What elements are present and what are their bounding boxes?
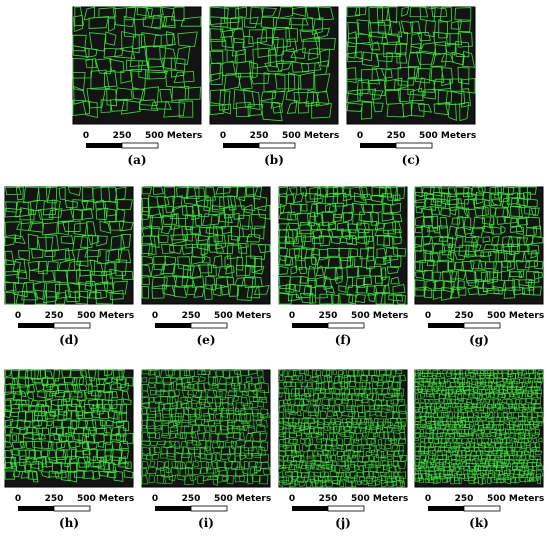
scale-label: 250 (387, 131, 406, 141)
panel-label: (d) (59, 333, 79, 347)
segment-boundaries (4, 369, 134, 483)
scale-label: 250 (113, 131, 132, 141)
segment-boundaries (414, 369, 544, 485)
scale-label: 250 (455, 494, 474, 504)
scale-bar-black (18, 506, 54, 511)
segment-boundaries (141, 369, 271, 486)
scale-bar-white (190, 322, 228, 329)
panel-label: (e) (197, 333, 216, 347)
panel-label: (f) (335, 333, 352, 347)
scale-bar-black (292, 506, 328, 511)
segment-boundaries (72, 6, 202, 119)
panel-label: (a) (127, 153, 146, 167)
segmentation-map (4, 369, 134, 488)
scale-bar-black (428, 323, 464, 328)
scale-label: 0 (357, 131, 363, 141)
panel: 0 250 500 Meters (k) (414, 369, 544, 530)
scale-bar-white (53, 322, 91, 329)
scale-bar-white (190, 505, 228, 512)
segmentation-map (72, 6, 202, 125)
panel: 0 250 500 Meters (a) (72, 6, 202, 167)
panel: 0 250 500 Meters (g) (414, 186, 544, 347)
scale-bar-white (327, 505, 365, 512)
scale-bar-white (463, 505, 501, 512)
scale-label: 250 (455, 311, 474, 321)
scale-label: 500 Meters (214, 494, 271, 504)
panel-label: (h) (59, 516, 79, 530)
scale-bar-black (155, 323, 191, 328)
scale-bar-white (121, 142, 159, 149)
panel-label: (j) (335, 516, 351, 530)
segment-boundaries (4, 186, 134, 305)
scale-bar-white (53, 505, 91, 512)
panel-label: (b) (264, 153, 284, 167)
scale-label: 0 (220, 131, 226, 141)
scale-label: 0 (425, 311, 431, 321)
scale-bar-black (428, 506, 464, 511)
scale-label: 500 Meters (351, 494, 408, 504)
scale-label: 250 (182, 311, 201, 321)
scale-bar-black (292, 323, 328, 328)
scale-bar-white (395, 142, 433, 149)
scale-bar-black (86, 143, 122, 148)
panel: 0 250 500 Meters (j) (278, 369, 408, 530)
scale-label: 500 Meters (77, 311, 134, 321)
scale-label: 250 (250, 131, 269, 141)
scale-label: 500 Meters (77, 494, 134, 504)
panel: 0 250 500 Meters (d) (4, 186, 134, 347)
scale-bar-white (258, 142, 296, 149)
panel: 0 250 500 Meters (i) (141, 369, 271, 530)
panel-label: (c) (402, 153, 421, 167)
scale-label: 500 Meters (487, 311, 544, 321)
segment-boundaries (141, 186, 271, 301)
scale-bar-black (155, 506, 191, 511)
scale-label: 0 (289, 494, 295, 504)
segment-boundaries (278, 186, 407, 305)
scale-bar-black (223, 143, 259, 148)
scale-label: 0 (15, 311, 21, 321)
scale-label: 250 (319, 494, 338, 504)
segmentation-map (414, 186, 544, 305)
scale-label: 500 Meters (282, 131, 339, 141)
scale-label: 500 Meters (145, 131, 202, 141)
scale-label: 0 (15, 494, 21, 504)
scale-label: 500 Meters (419, 131, 476, 141)
panel: 0 250 500 Meters (c) (346, 6, 476, 167)
segment-boundaries (346, 6, 476, 122)
scale-label: 0 (152, 311, 158, 321)
segment-boundaries (278, 369, 408, 488)
panel: 0 250 500 Meters (h) (4, 369, 134, 530)
scale-bar-black (360, 143, 396, 148)
scale-label: 250 (45, 311, 64, 321)
scale-bar-white (327, 322, 365, 329)
scale-label: 500 Meters (351, 311, 408, 321)
panel: 0 250 500 Meters (f) (278, 186, 408, 347)
scale-bar-black (18, 323, 54, 328)
scale-label: 250 (319, 311, 338, 321)
scale-label: 0 (152, 494, 158, 504)
panel-label: (k) (469, 516, 489, 530)
scale-label: 0 (289, 311, 295, 321)
segment-boundaries (414, 186, 544, 301)
scale-label: 500 Meters (487, 494, 544, 504)
scale-label: 250 (45, 494, 64, 504)
panel: 0 250 500 Meters (b) (209, 6, 339, 167)
scale-label: 0 (83, 131, 89, 141)
scale-label: 500 Meters (214, 311, 271, 321)
panel-label: (g) (469, 333, 489, 347)
scale-bar-white (463, 322, 501, 329)
segment-boundaries (209, 6, 336, 122)
panel: 0 250 500 Meters (e) (141, 186, 271, 347)
scale-label: 0 (425, 494, 431, 504)
panel-label: (i) (198, 516, 214, 530)
scale-label: 250 (182, 494, 201, 504)
